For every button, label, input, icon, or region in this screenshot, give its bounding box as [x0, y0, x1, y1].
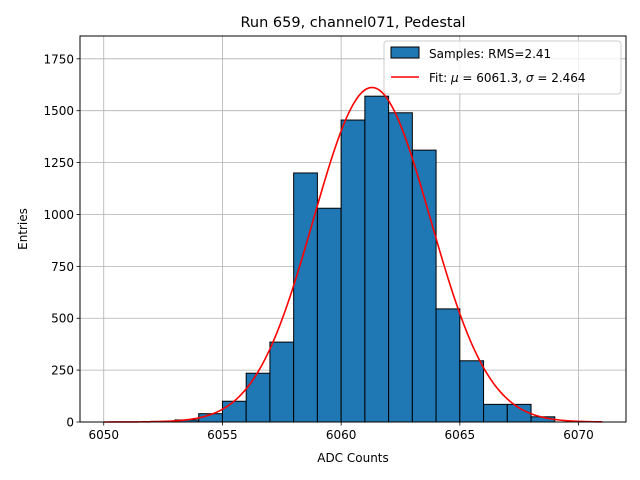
histogram-bar [364, 95, 390, 423]
x-axis-ticks: 6050 6055 6060 6065 6070 [88, 422, 594, 442]
histogram-bar [388, 112, 413, 423]
histogram-bar [245, 372, 271, 423]
histogram-bar [435, 308, 461, 423]
legend-label-fit: Fit: μ = 6061.3, σ = 2.464 [429, 71, 586, 85]
histogram-bar [411, 149, 437, 423]
histogram-bar [293, 172, 318, 423]
legend-swatch-samples [390, 46, 420, 59]
chart-title: Run 659, channel071, Pedestal [240, 15, 465, 31]
y-axis-label: Entries [16, 208, 30, 250]
legend: Samples: RMS=2.41 Fit: μ = 6061.3, σ = 2… [383, 40, 622, 95]
fit-curve [103, 86, 603, 423]
histogram-bars [150, 95, 556, 423]
histogram-bar [459, 360, 485, 423]
y-tick-label: 750 [51, 260, 74, 274]
plot-frame [79, 35, 627, 423]
histogram-bar [221, 400, 247, 423]
y-tick-label: 0 [66, 416, 74, 430]
x-tick-label: 6050 [88, 428, 119, 442]
histogram-bar [269, 341, 295, 423]
legend-box [383, 40, 622, 95]
y-axis-ticks: 0 250 500 750 1000 1250 1500 1750 [43, 52, 80, 430]
y-tick-label: 1750 [43, 52, 74, 66]
y-tick-label: 1500 [43, 104, 74, 118]
legend-label-samples: Samples: RMS=2.41 [429, 47, 551, 61]
histogram-bar [340, 119, 366, 423]
y-tick-label: 1250 [43, 156, 74, 170]
y-tick-label: 1000 [43, 208, 74, 222]
x-tick-label: 6060 [326, 428, 357, 442]
x-axis-label: ADC Counts [317, 451, 389, 465]
x-tick-label: 6065 [445, 428, 476, 442]
histogram-bar [316, 207, 342, 423]
y-tick-label: 500 [51, 312, 74, 326]
y-tick-label: 250 [51, 364, 74, 378]
x-tick-label: 6055 [207, 428, 238, 442]
histogram-bar [483, 403, 508, 423]
x-tick-label: 6070 [563, 428, 594, 442]
